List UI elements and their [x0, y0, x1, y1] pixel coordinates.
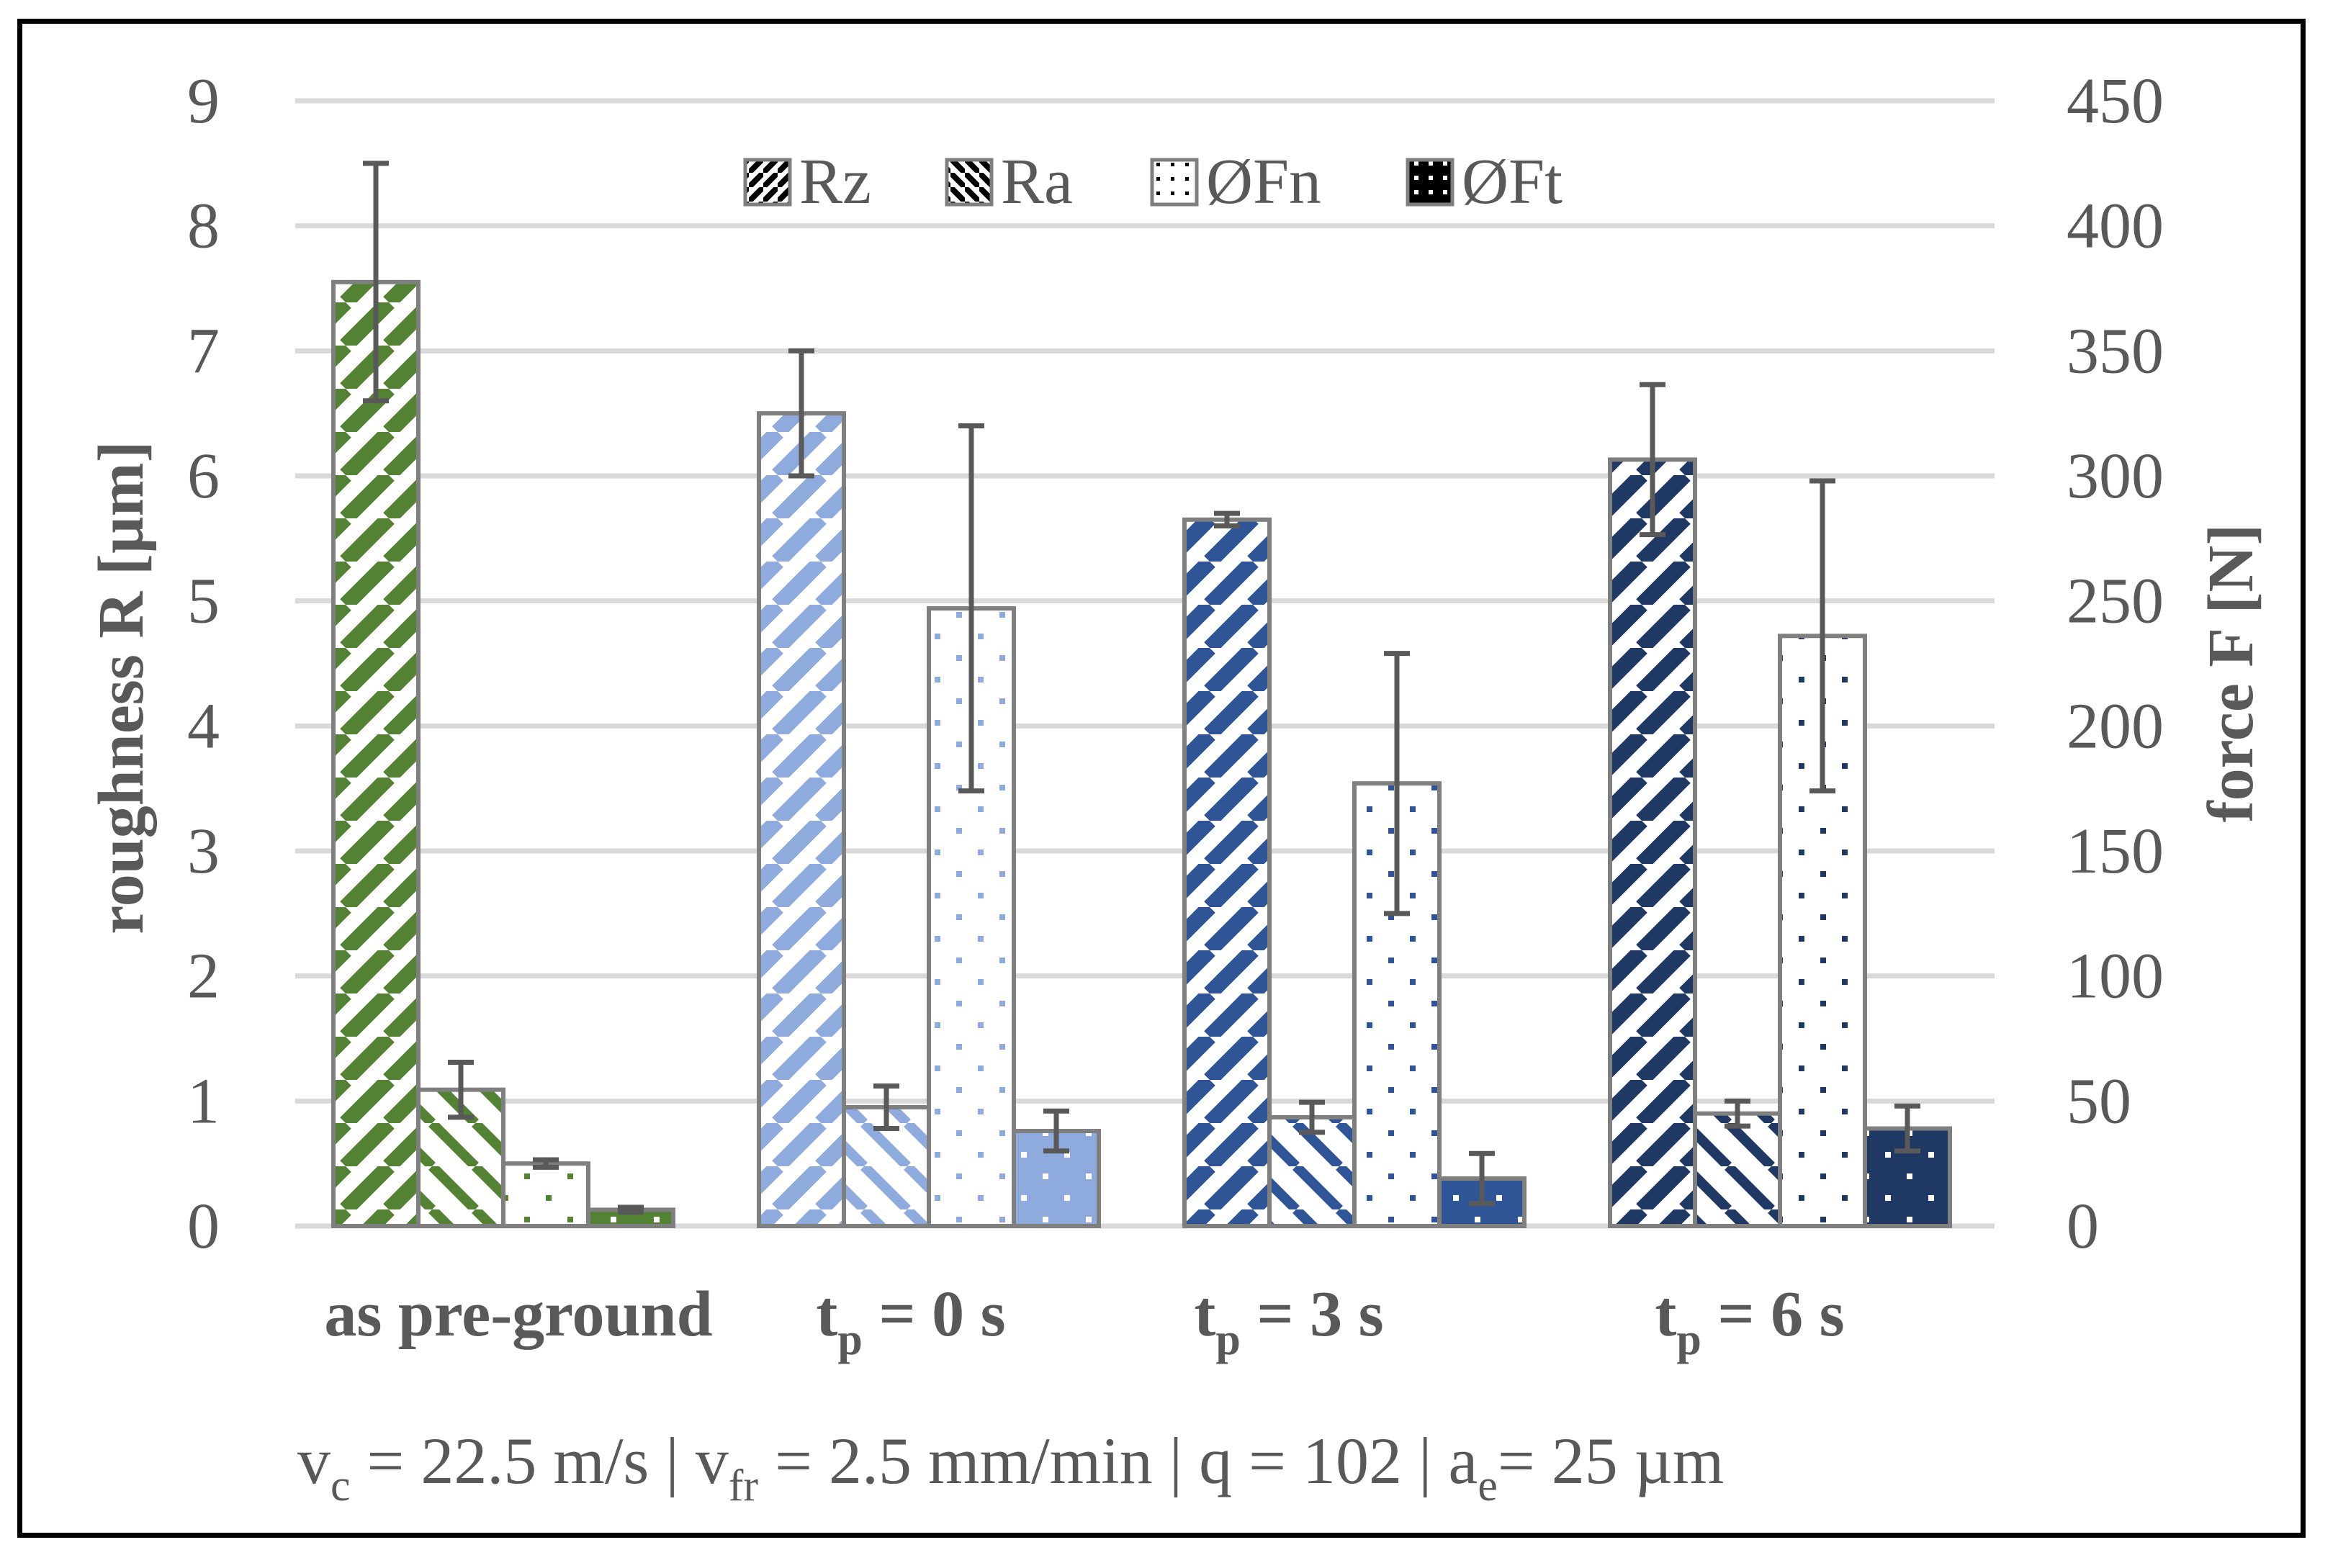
left-tick-label: 0	[187, 1191, 220, 1262]
error-bar-Rz-1	[788, 348, 814, 479]
error-bars	[363, 161, 1920, 1215]
error-bar-ØFn-0	[533, 1157, 559, 1170]
legend-swatch	[743, 158, 792, 207]
legend-item-Rz: Rz	[743, 146, 871, 217]
error-bar-ØFt-1	[1043, 1108, 1069, 1154]
left-tick-label: 8	[187, 191, 220, 262]
error-bar-Ra-3	[1725, 1098, 1750, 1129]
right-tick-label: 250	[2067, 566, 2164, 637]
right-tick-label: 350	[2067, 315, 2164, 387]
left-tick-label: 7	[187, 315, 220, 387]
error-bar-Ra-0	[448, 1059, 474, 1120]
category-label: tp = 0 s	[816, 1279, 1005, 1364]
error-bar-Ra-2	[1299, 1099, 1325, 1135]
legend-item-ØFt: ØFt	[1406, 146, 1563, 217]
footnote: vc = 22.5 m/s | vfr = 2.5 mm/min | q = 1…	[297, 1424, 1724, 1510]
bar-Rz-2	[1182, 517, 1272, 1228]
footnote-vc: v	[297, 1424, 331, 1497]
gridlines	[295, 98, 1995, 1229]
bar-Rz-3	[1608, 457, 1697, 1228]
left-tick-label: 2	[187, 941, 220, 1012]
legend-label: ØFt	[1462, 146, 1563, 217]
error-bar-ØFn-1	[958, 423, 984, 794]
error-bar-ØFt-0	[618, 1204, 644, 1215]
left-tick-label: 4	[187, 690, 220, 762]
left-tick-label: 5	[187, 566, 220, 637]
legend-label: Rz	[799, 146, 871, 217]
error-bar-ØFn-2	[1384, 651, 1410, 916]
bars	[331, 279, 1952, 1229]
category-label: tp = 3 s	[1194, 1279, 1383, 1364]
legend-swatch	[1150, 158, 1199, 207]
error-bar-Ra-1	[873, 1083, 899, 1132]
bar-Ra-2	[1267, 1114, 1357, 1229]
footnote-ae-sub: e	[1478, 1461, 1498, 1510]
legend-label: Ra	[1001, 146, 1073, 217]
right-tick-label: 450	[2067, 66, 2164, 137]
left-axis-title: roughness R [µm]	[86, 441, 157, 934]
category-label: as pre-ground	[324, 1279, 712, 1350]
right-tick-label: 200	[2067, 690, 2164, 762]
legend-swatch	[945, 158, 994, 207]
footnote-ae-rest: = 25 µm	[1498, 1424, 1724, 1497]
error-bar-Rz-3	[1640, 382, 1665, 538]
footnote-vc-sub: c	[331, 1461, 351, 1510]
left-tick-label: 9	[187, 66, 220, 137]
error-bar-ØFn-3	[1809, 478, 1835, 794]
right-tick-label: 50	[2067, 1065, 2131, 1137]
legend: Rz Ra ØFn ØFt	[743, 146, 1563, 217]
footnote-vfr-rest: = 2.5 mm/min | q = 102 | a	[758, 1424, 1478, 1497]
legend-label: ØFn	[1206, 146, 1321, 217]
right-axis-title: force F [N]	[2195, 524, 2267, 823]
error-bar-ØFt-2	[1469, 1150, 1495, 1207]
category-label: tp = 6 s	[1655, 1279, 1844, 1364]
right-tick-label: 300	[2067, 441, 2164, 512]
left-tick-label: 6	[187, 441, 220, 512]
right-axis-ticks: 0 50 100 150 200 250 300 350 400 450	[2067, 66, 2164, 1262]
legend-swatch	[1406, 158, 1454, 207]
bar-Ra-3	[1693, 1111, 1782, 1228]
right-tick-label: 400	[2067, 191, 2164, 262]
category-labels: as pre-ground tp = 0 s tp = 3 s tp = 6 s	[324, 1279, 1844, 1364]
bar-ØFn-0	[501, 1161, 590, 1228]
left-axis-ticks: 0 1 2 3 4 5 6 7 8 9	[187, 66, 220, 1262]
error-bar-ØFt-3	[1894, 1103, 1920, 1154]
error-bar-Rz-0	[363, 161, 389, 404]
right-tick-label: 0	[2067, 1191, 2099, 1262]
legend-item-ØFn: ØFn	[1150, 146, 1321, 217]
footnote-vfr-sub: fr	[729, 1461, 759, 1510]
left-tick-label: 3	[187, 816, 220, 887]
error-bar-Rz-2	[1214, 510, 1240, 528]
left-tick-label: 1	[187, 1065, 220, 1137]
bar-Rz-0	[331, 279, 421, 1229]
bar-Rz-1	[757, 411, 846, 1229]
footnote-vc-rest: = 22.5 m/s | v	[351, 1424, 729, 1497]
right-tick-label: 150	[2067, 816, 2164, 887]
right-tick-label: 100	[2067, 941, 2164, 1012]
legend-item-Ra: Ra	[945, 146, 1073, 217]
